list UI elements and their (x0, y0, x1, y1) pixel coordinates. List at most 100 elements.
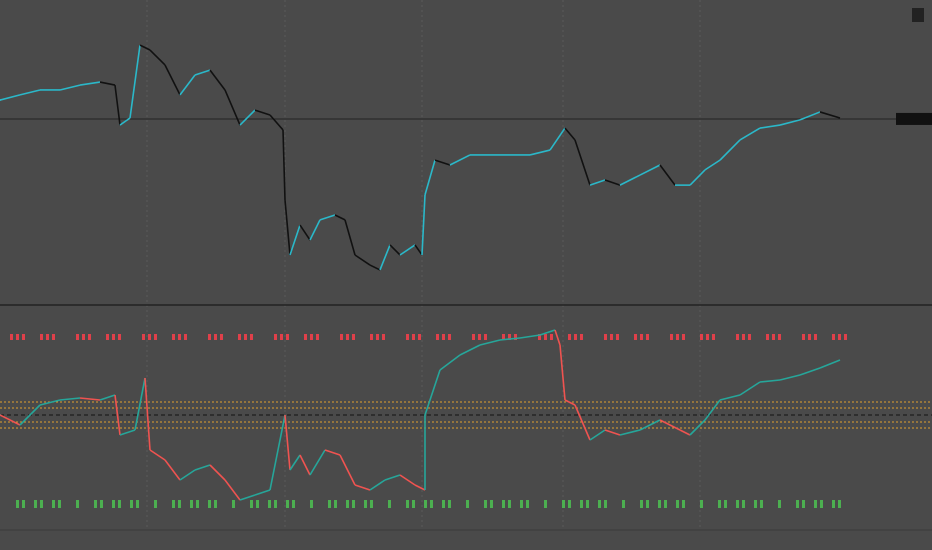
buy-tick (622, 500, 625, 508)
sell-tick (640, 334, 643, 340)
line-segment (309, 219, 321, 241)
sell-tick (472, 334, 475, 340)
sell-tick (274, 334, 277, 340)
line-segment (399, 244, 416, 256)
line-segment (324, 449, 341, 456)
buy-tick (190, 500, 193, 508)
sell-tick (88, 334, 91, 340)
buy-tick (508, 500, 511, 508)
sell-tick (538, 334, 541, 340)
buy-tick (118, 500, 121, 508)
buy-tick (742, 500, 745, 508)
sell-tick (502, 334, 505, 340)
buy-tick (172, 500, 175, 508)
sell-tick (736, 334, 739, 340)
line-segment (424, 369, 441, 416)
sell-tick (832, 334, 835, 340)
line-segment (564, 399, 576, 406)
buy-tick (640, 500, 643, 508)
sell-tick (406, 334, 409, 340)
buy-tick (268, 500, 271, 508)
sell-tick (286, 334, 289, 340)
grid (146, 0, 701, 530)
line-segment (559, 344, 566, 401)
line-segment (574, 139, 591, 186)
sell-tick (550, 334, 553, 340)
line-segment (139, 44, 151, 51)
line-segment (224, 479, 241, 501)
settings-button[interactable] (912, 8, 924, 22)
buy-tick (52, 500, 55, 508)
sell-tick (148, 334, 151, 340)
line-segment (114, 394, 121, 436)
line-segment (434, 159, 451, 166)
buy-tick (22, 500, 25, 508)
line-segment (619, 429, 641, 436)
buy-tick (664, 500, 667, 508)
line-segment (704, 399, 721, 421)
line-segment (209, 69, 226, 91)
line-segment (164, 459, 181, 481)
sell-tick (340, 334, 343, 340)
line-segment (799, 367, 821, 376)
line-segment (604, 179, 621, 186)
buy-tick (802, 500, 805, 508)
buy-tick (700, 500, 703, 508)
line-segment (379, 244, 391, 271)
line-segment (414, 484, 426, 491)
buy-tick (112, 500, 115, 508)
sell-tick (184, 334, 187, 340)
line-segment (639, 164, 661, 176)
buy-tick (586, 500, 589, 508)
sell-tick (700, 334, 703, 340)
sell-tick (82, 334, 85, 340)
line-segment (164, 64, 181, 96)
line-segment (604, 429, 621, 436)
buy-tick (814, 500, 817, 508)
line-segment (449, 154, 471, 166)
line-segment (39, 399, 61, 406)
line-segment (399, 474, 416, 486)
sell-tick (778, 334, 781, 340)
buy-tick (412, 500, 415, 508)
buy-tick (568, 500, 571, 508)
buy-tick (502, 500, 505, 508)
sell-tick (16, 334, 19, 340)
buy-tick (196, 500, 199, 508)
sell-tick (40, 334, 43, 340)
line-segment (479, 339, 501, 346)
line-segment (299, 224, 311, 241)
sell-tick (238, 334, 241, 340)
sell-tick (742, 334, 745, 340)
buy-tick (544, 500, 547, 508)
line-segment (369, 264, 381, 271)
buy-tick (676, 500, 679, 508)
line-segment (289, 224, 301, 256)
line-segment (59, 84, 81, 91)
line-segment (334, 214, 346, 221)
sell-tick (142, 334, 145, 340)
line-segment (309, 449, 326, 476)
sell-tick (220, 334, 223, 340)
line-segment (354, 484, 371, 491)
line-segment (619, 174, 641, 186)
buy-tick (718, 500, 721, 508)
sell-tick (808, 334, 811, 340)
sell-tick (580, 334, 583, 340)
sell-tick (352, 334, 355, 340)
line-segment (369, 479, 386, 491)
buy-tick (208, 500, 211, 508)
sell-tick (370, 334, 373, 340)
line-segment (149, 49, 166, 66)
sell-tick (838, 334, 841, 340)
line-segment (704, 159, 721, 171)
sell-tick (646, 334, 649, 340)
buy-tick (274, 500, 277, 508)
buy-tick (406, 500, 409, 508)
buy-tick (364, 500, 367, 508)
line-segment (739, 381, 761, 396)
line-segment (179, 469, 196, 481)
line-segment (659, 164, 676, 186)
buy-tick (346, 500, 349, 508)
